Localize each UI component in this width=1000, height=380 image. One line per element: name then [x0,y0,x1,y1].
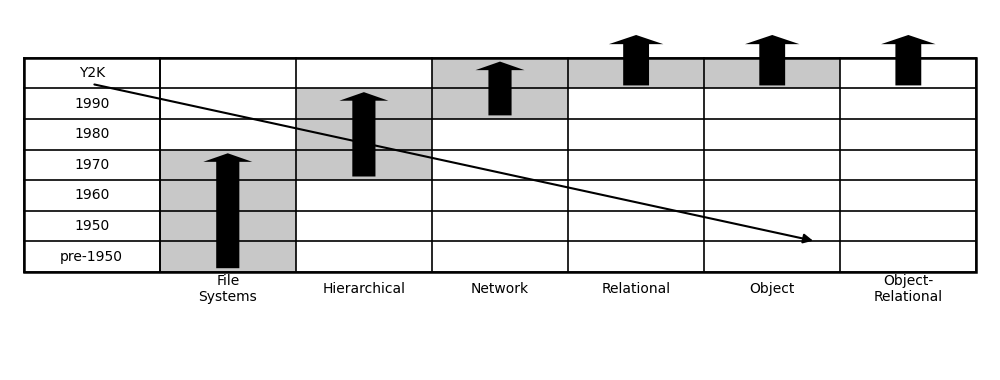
Bar [296,89,432,119]
Bar [432,89,568,119]
Text: Y2K: Y2K [79,66,105,80]
Text: Object-
Relational: Object- Relational [874,274,943,304]
Bar [160,180,296,211]
FancyArrow shape [203,153,252,268]
Text: pre-1950: pre-1950 [60,250,123,264]
Bar [160,211,296,241]
Bar [160,241,296,272]
Bar [704,58,840,89]
Bar [160,150,296,180]
FancyArrow shape [476,62,524,116]
FancyArrow shape [609,35,663,86]
Bar [296,150,432,180]
Text: File
Systems: File Systems [198,274,257,304]
Text: 1950: 1950 [74,219,109,233]
Text: 1990: 1990 [74,97,109,111]
Text: Relational: Relational [602,282,671,296]
FancyArrow shape [339,92,388,176]
Bar [24,58,976,272]
Text: Object: Object [750,282,795,296]
Text: 1960: 1960 [74,188,109,203]
Bar [296,119,432,150]
Bar [568,58,704,89]
FancyArrow shape [745,35,799,86]
Text: Hierarchical: Hierarchical [322,282,405,296]
Bar [432,58,568,89]
FancyArrow shape [881,35,936,86]
Text: Network: Network [471,282,529,296]
Text: 1980: 1980 [74,127,109,141]
Text: 1970: 1970 [74,158,109,172]
